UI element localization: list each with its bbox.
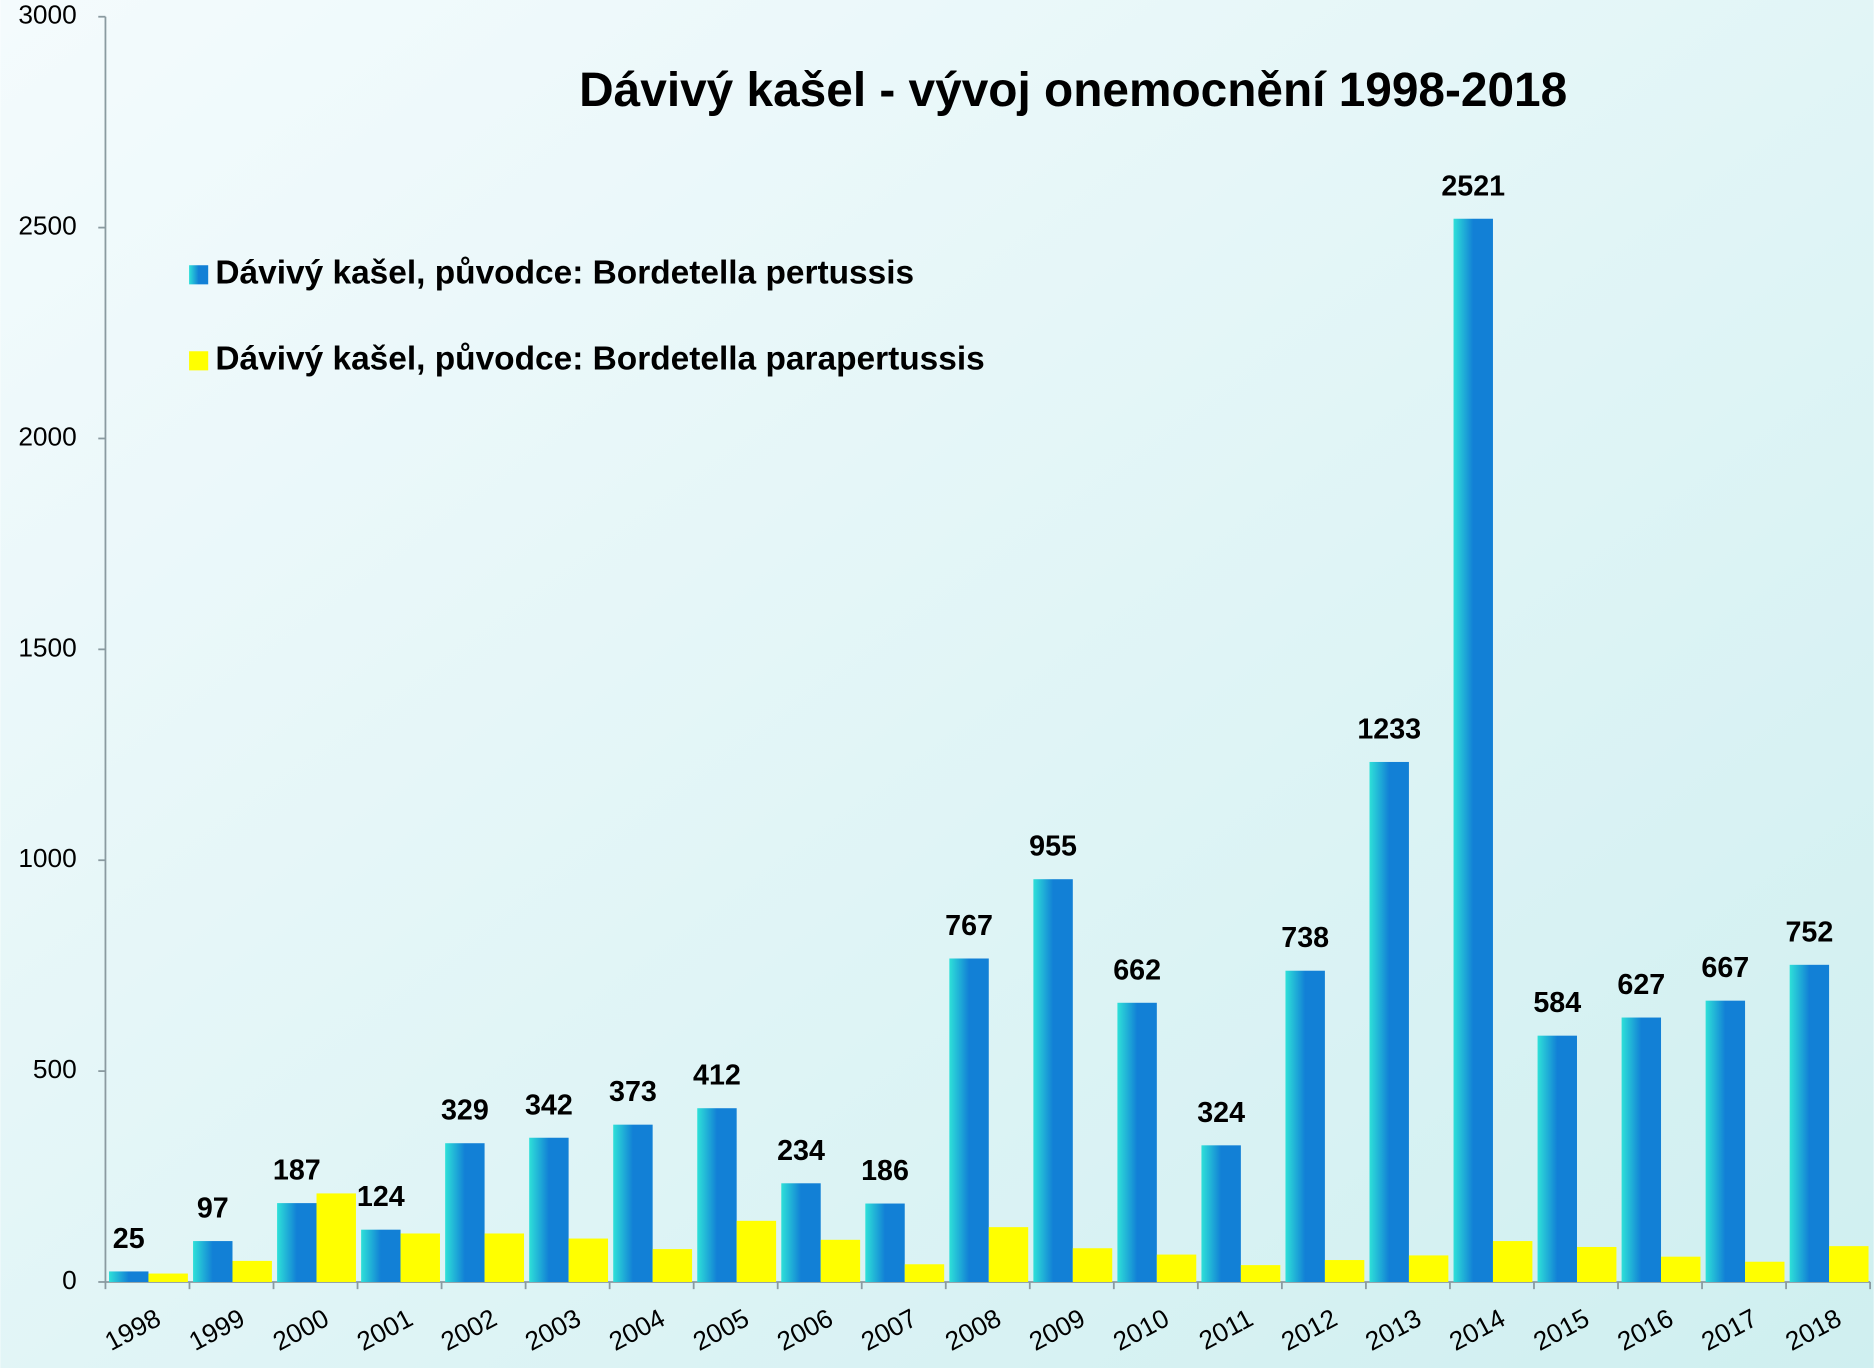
y-tick-label: 1000 <box>18 843 76 873</box>
data-label: 412 <box>693 1060 741 1092</box>
bar <box>1240 1265 1281 1282</box>
data-label: 667 <box>1701 952 1749 984</box>
data-label: 324 <box>1197 1097 1245 1129</box>
bar <box>1576 1246 1617 1282</box>
bar <box>445 1143 485 1282</box>
chart-title: Dávivý kašel - vývoj onemocnění 1998-201… <box>579 64 1567 117</box>
legend-swatch <box>189 351 209 371</box>
bar <box>949 958 989 1282</box>
y-tick-label: 1500 <box>18 632 76 662</box>
data-label: 662 <box>1113 954 1161 986</box>
bar <box>400 1233 440 1282</box>
bar <box>1201 1145 1241 1282</box>
bar <box>820 1239 861 1282</box>
data-label: 187 <box>273 1155 321 1187</box>
bar <box>1453 218 1493 1282</box>
bar <box>1117 1002 1157 1282</box>
bar <box>1537 1035 1577 1282</box>
bar <box>865 1203 905 1282</box>
bar <box>1492 1241 1533 1282</box>
data-label: 955 <box>1029 831 1077 863</box>
bar <box>652 1249 693 1282</box>
bar <box>529 1137 569 1282</box>
bar <box>1829 1246 1869 1282</box>
data-label: 234 <box>777 1135 825 1167</box>
bar <box>193 1241 233 1282</box>
data-label: 767 <box>945 910 993 942</box>
data-label: 342 <box>525 1089 573 1121</box>
data-label: 752 <box>1785 916 1833 948</box>
data-label: 97 <box>197 1193 229 1225</box>
bar <box>1072 1248 1113 1282</box>
bar <box>316 1193 356 1282</box>
data-label: 627 <box>1617 969 1665 1001</box>
bar <box>613 1124 653 1282</box>
y-tick-label: 500 <box>33 1054 77 1084</box>
bar <box>232 1260 272 1282</box>
data-label: 2521 <box>1441 170 1505 202</box>
bar <box>1705 1000 1746 1282</box>
y-tick-label: 0 <box>62 1265 77 1295</box>
data-label: 373 <box>609 1076 657 1108</box>
bar <box>781 1183 821 1282</box>
data-label: 584 <box>1533 987 1581 1019</box>
bar <box>277 1203 317 1282</box>
bar <box>1621 1017 1662 1282</box>
y-tick-label: 2000 <box>18 421 76 451</box>
bar <box>484 1233 525 1282</box>
bar <box>736 1220 777 1282</box>
data-label: 1233 <box>1357 713 1421 745</box>
bar <box>1033 879 1073 1282</box>
data-label: 25 <box>113 1223 145 1255</box>
data-label: 124 <box>357 1181 405 1213</box>
bar <box>109 1271 149 1282</box>
bar <box>1324 1260 1365 1282</box>
bar <box>1369 761 1409 1282</box>
legend-swatch <box>189 265 209 285</box>
legend-label: Dávivý kašel, původce: Bordetella pertus… <box>215 255 914 292</box>
legend-label: Dávivý kašel, původce: Bordetella parape… <box>215 341 984 378</box>
bar <box>1745 1261 1785 1282</box>
data-label: 186 <box>861 1155 909 1187</box>
y-tick-label: 3000 <box>18 0 76 30</box>
bar <box>361 1229 401 1282</box>
bar <box>1661 1256 1701 1282</box>
bar <box>697 1108 737 1282</box>
bar <box>1789 964 1830 1282</box>
bar <box>904 1264 945 1282</box>
bar <box>148 1273 188 1282</box>
bar <box>1408 1255 1449 1282</box>
bar <box>568 1238 609 1282</box>
data-label: 329 <box>441 1095 489 1127</box>
y-tick-label: 2500 <box>18 211 76 241</box>
bar <box>1156 1254 1197 1282</box>
bar <box>1285 970 1325 1282</box>
data-label: 738 <box>1281 922 1329 954</box>
bar <box>988 1227 1029 1282</box>
